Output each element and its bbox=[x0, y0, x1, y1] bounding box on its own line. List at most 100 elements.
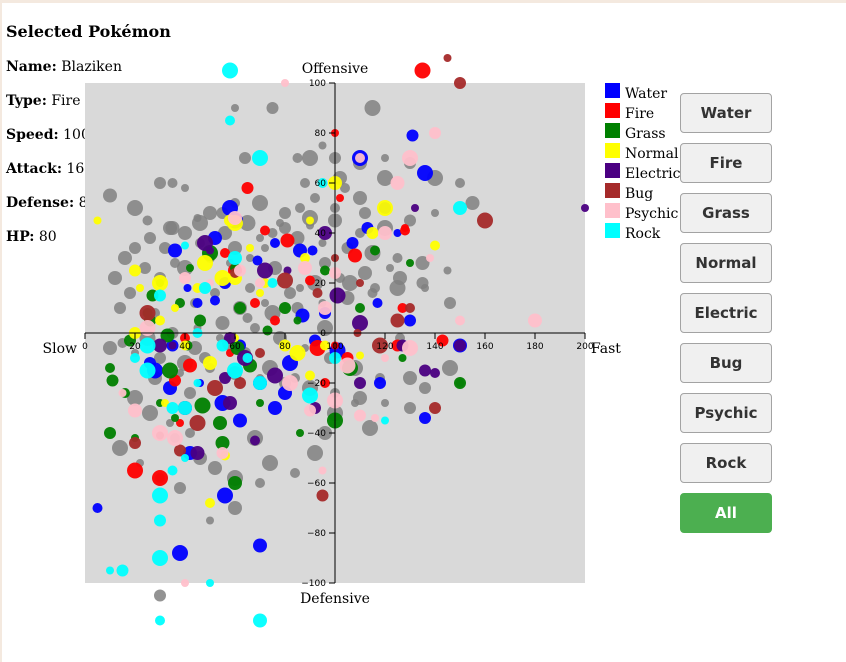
point-other[interactable] bbox=[239, 152, 251, 164]
point-electric[interactable] bbox=[283, 266, 292, 275]
point-psychic[interactable] bbox=[139, 320, 156, 336]
point-normal[interactable] bbox=[171, 304, 179, 312]
point-psychic[interactable] bbox=[281, 79, 289, 87]
point-other[interactable] bbox=[353, 191, 367, 205]
point-other[interactable] bbox=[228, 501, 242, 515]
point-fire[interactable] bbox=[336, 194, 344, 202]
point-electric[interactable] bbox=[411, 204, 419, 212]
point-electric[interactable] bbox=[352, 315, 368, 331]
filter-button-bug[interactable]: Bug bbox=[680, 343, 772, 383]
point-other[interactable] bbox=[177, 260, 193, 276]
point-other[interactable] bbox=[444, 297, 456, 309]
point-fire[interactable] bbox=[305, 275, 315, 286]
point-fire[interactable] bbox=[176, 419, 184, 427]
point-psychic[interactable] bbox=[378, 226, 392, 240]
point-water[interactable] bbox=[419, 412, 431, 424]
point-rock[interactable] bbox=[253, 613, 267, 628]
point-fire[interactable] bbox=[270, 315, 280, 326]
point-psychic[interactable] bbox=[455, 315, 465, 326]
point-electric[interactable] bbox=[318, 226, 332, 240]
point-normal[interactable] bbox=[214, 270, 231, 286]
point-other[interactable] bbox=[279, 207, 291, 219]
point-psychic[interactable] bbox=[402, 150, 418, 166]
point-other[interactable] bbox=[442, 360, 458, 376]
point-grass[interactable] bbox=[160, 328, 175, 343]
point-other[interactable] bbox=[404, 214, 416, 227]
point-other[interactable] bbox=[250, 323, 260, 333]
point-water[interactable] bbox=[372, 298, 383, 308]
point-grass[interactable] bbox=[106, 374, 119, 387]
point-psychic[interactable] bbox=[167, 430, 183, 446]
point-fire[interactable] bbox=[250, 298, 260, 308]
point-rock[interactable] bbox=[242, 353, 253, 363]
point-psychic[interactable] bbox=[128, 403, 142, 418]
point-normal[interactable] bbox=[161, 399, 169, 407]
point-other[interactable] bbox=[114, 302, 126, 314]
point-other[interactable] bbox=[206, 516, 214, 525]
point-rock[interactable] bbox=[225, 115, 235, 126]
point-other[interactable] bbox=[174, 482, 186, 494]
point-normal[interactable] bbox=[152, 275, 168, 291]
point-electric[interactable] bbox=[430, 368, 440, 378]
point-grass[interactable] bbox=[186, 264, 194, 272]
point-normal[interactable] bbox=[366, 227, 379, 239]
point-other[interactable] bbox=[431, 209, 439, 217]
point-normal[interactable] bbox=[129, 264, 141, 277]
point-other[interactable] bbox=[228, 241, 242, 255]
point-other[interactable] bbox=[393, 271, 407, 285]
point-electric[interactable] bbox=[224, 332, 236, 344]
point-grass[interactable] bbox=[406, 259, 414, 267]
point-grass[interactable] bbox=[454, 377, 466, 389]
point-psychic[interactable] bbox=[318, 466, 327, 475]
point-fire[interactable] bbox=[414, 62, 431, 79]
point-bug[interactable] bbox=[129, 437, 141, 449]
point-other[interactable] bbox=[103, 341, 117, 355]
point-psychic[interactable] bbox=[390, 176, 405, 190]
point-psychic[interactable] bbox=[118, 389, 127, 397]
point-other[interactable] bbox=[290, 468, 300, 478]
point-electric[interactable] bbox=[153, 338, 167, 353]
point-bug[interactable] bbox=[316, 489, 329, 502]
point-other[interactable] bbox=[252, 195, 268, 211]
point-other[interactable] bbox=[142, 215, 153, 226]
point-water[interactable] bbox=[270, 238, 280, 248]
point-normal[interactable] bbox=[305, 370, 315, 381]
point-psychic[interactable] bbox=[318, 301, 332, 315]
point-fire[interactable] bbox=[183, 358, 197, 373]
point-grass[interactable] bbox=[105, 363, 115, 373]
point-bug[interactable] bbox=[234, 377, 246, 389]
point-bug[interactable] bbox=[390, 313, 405, 328]
point-bug[interactable] bbox=[277, 272, 293, 289]
point-other[interactable] bbox=[261, 299, 269, 307]
point-other[interactable] bbox=[307, 445, 323, 461]
point-electric[interactable] bbox=[329, 287, 346, 304]
point-other[interactable] bbox=[185, 428, 195, 438]
point-other[interactable] bbox=[381, 399, 389, 407]
point-psychic[interactable] bbox=[298, 261, 312, 275]
filter-button-all[interactable]: All bbox=[680, 493, 772, 533]
point-rock[interactable] bbox=[222, 62, 238, 79]
point-other[interactable] bbox=[256, 234, 264, 242]
point-grass[interactable] bbox=[215, 436, 230, 450]
point-normal[interactable] bbox=[300, 253, 310, 263]
point-electric[interactable] bbox=[267, 367, 283, 384]
point-psychic[interactable] bbox=[355, 153, 365, 163]
point-rock[interactable] bbox=[302, 387, 318, 404]
point-other[interactable] bbox=[276, 219, 284, 227]
point-grass[interactable] bbox=[320, 265, 330, 276]
point-other[interactable] bbox=[319, 257, 331, 269]
point-grass[interactable] bbox=[162, 362, 178, 379]
point-water[interactable] bbox=[374, 377, 386, 389]
point-other[interactable] bbox=[239, 215, 256, 231]
point-other[interactable] bbox=[302, 150, 318, 166]
point-other[interactable] bbox=[154, 352, 166, 364]
point-other[interactable] bbox=[192, 215, 208, 231]
point-water[interactable] bbox=[404, 314, 416, 327]
point-rock[interactable] bbox=[139, 362, 156, 379]
filter-button-normal[interactable]: Normal bbox=[680, 243, 772, 283]
point-other[interactable] bbox=[242, 313, 253, 323]
point-bug[interactable] bbox=[477, 212, 493, 229]
point-psychic[interactable] bbox=[339, 357, 356, 374]
point-other[interactable] bbox=[261, 244, 269, 252]
point-grass[interactable] bbox=[228, 476, 242, 490]
